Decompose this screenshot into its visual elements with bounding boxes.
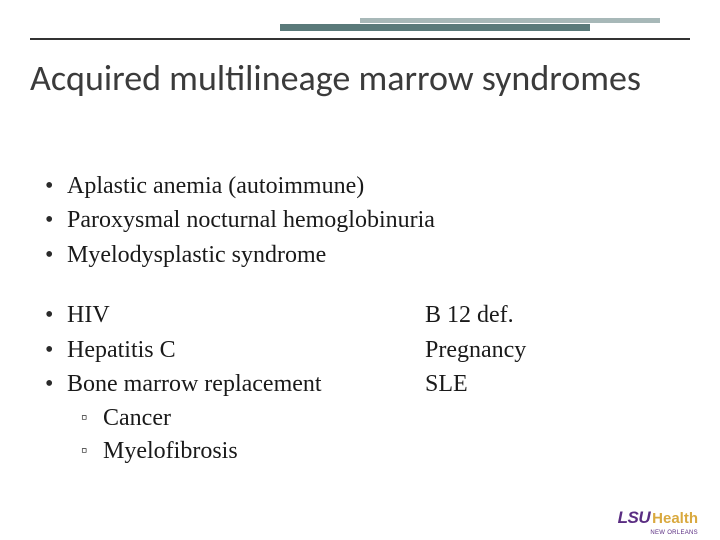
list-item: • Paroxysmal nocturnal hemoglobinuria xyxy=(45,204,690,236)
decoration-bar-dark xyxy=(280,24,590,31)
sub-list: ▫ Cancer ▫ Myelofibrosis xyxy=(81,402,690,467)
sub-list-item: ▫ Myelofibrosis xyxy=(81,435,690,467)
bullet-icon: • xyxy=(45,299,67,331)
logo-lsu-text: LSU xyxy=(618,508,651,528)
right-column-text: B 12 def. xyxy=(425,299,514,331)
list-item-text: HIV xyxy=(67,299,110,331)
bullet-icon: • xyxy=(45,368,67,400)
bullet-icon: • xyxy=(45,239,67,271)
list-item: • Aplastic anemia (autoimmune) xyxy=(45,170,690,202)
sub-list-item: ▫ Cancer xyxy=(81,402,690,434)
header-decoration xyxy=(0,0,720,48)
logo-health-text: Health xyxy=(652,510,698,527)
bullet-icon: • xyxy=(45,170,67,202)
right-column-text: Pregnancy xyxy=(425,334,526,366)
two-column-row: • HIV B 12 def. xyxy=(45,299,690,333)
right-column-text: SLE xyxy=(425,368,468,400)
list-item-text: Myelodysplastic syndrome xyxy=(67,239,326,271)
sub-bullet-icon: ▫ xyxy=(81,435,103,462)
list-item: • Bone marrow replacement xyxy=(45,368,425,400)
list-item-text: Bone marrow replacement xyxy=(67,368,322,400)
slide-title: Acquired multilineage marrow syndromes xyxy=(30,58,641,99)
sub-list-item-text: Cancer xyxy=(103,402,171,434)
list-item-text: Paroxysmal nocturnal hemoglobinuria xyxy=(67,204,435,236)
bullet-icon: • xyxy=(45,204,67,236)
two-column-row: • Bone marrow replacement SLE xyxy=(45,368,690,402)
decoration-bar-light xyxy=(360,18,660,23)
list-item-text: Aplastic anemia (autoimmune) xyxy=(67,170,364,202)
decoration-rule xyxy=(30,38,690,40)
logo-subtitle: NEW ORLEANS xyxy=(650,530,698,536)
sub-list-item-text: Myelofibrosis xyxy=(103,435,238,467)
two-column-row: • Hepatitis C Pregnancy xyxy=(45,334,690,368)
list-item: • Myelodysplastic syndrome xyxy=(45,239,690,271)
list-item-text: Hepatitis C xyxy=(67,334,176,366)
sub-bullet-icon: ▫ xyxy=(81,402,103,429)
bullet-icon: • xyxy=(45,334,67,366)
list-item: • Hepatitis C xyxy=(45,334,425,366)
lsu-health-logo: LSU Health xyxy=(618,508,698,528)
list-item: • HIV xyxy=(45,299,425,331)
slide-content: • Aplastic anemia (autoimmune) • Paroxys… xyxy=(45,170,690,467)
